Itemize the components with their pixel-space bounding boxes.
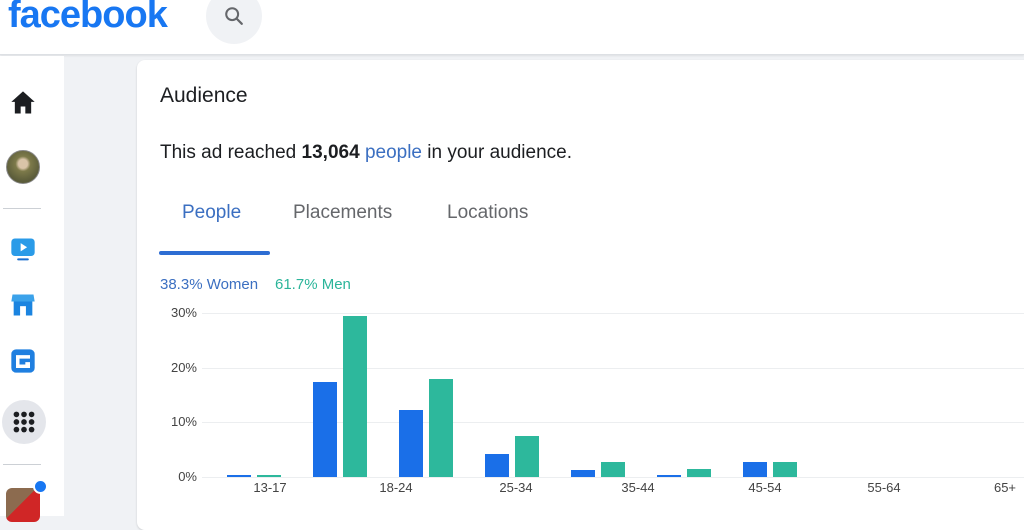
search-button[interactable] [206, 0, 262, 44]
bar-men-45-54[interactable] [601, 462, 625, 477]
bar-men-65+[interactable] [773, 462, 797, 477]
sidebar-item-home[interactable] [4, 84, 42, 122]
facebook-logo[interactable]: facebook [8, 0, 168, 36]
bar-men-18-24[interactable] [343, 316, 367, 477]
notification-dot [33, 479, 48, 494]
reach-count: 13,064 [301, 142, 360, 163]
bar-women-18-24[interactable] [313, 381, 337, 477]
reach-prefix: This ad reached [160, 142, 302, 163]
women-percentage: 38.3% Women [160, 276, 259, 293]
bar-men-35-44[interactable] [515, 435, 539, 477]
x-axis-tick-label: 65+ [993, 480, 1017, 495]
bar-men-13-17[interactable] [257, 475, 281, 477]
grid-icon [13, 411, 35, 433]
people-link[interactable]: people [364, 142, 422, 163]
gridline [202, 477, 1024, 478]
bar-women-55-64[interactable] [657, 474, 681, 477]
bar-women-65+[interactable] [743, 462, 767, 477]
x-axis-tick-label: 18-24 [379, 480, 413, 495]
men-percentage: 61.7% Men [275, 276, 351, 293]
x-axis-tick-label: 45-54 [748, 480, 782, 495]
active-tab-indicator [159, 251, 270, 255]
sidebar-item-all-apps[interactable] [2, 400, 46, 444]
audience-card: Audience This ad reached 13,064 people i… [137, 60, 1024, 530]
x-axis-tick-label: 55-64 [867, 480, 901, 495]
bar-women-45-54[interactable] [571, 469, 595, 477]
bar-women-13-17[interactable] [227, 475, 251, 477]
gridline [202, 367, 1024, 369]
left-sidebar [0, 56, 64, 522]
home-icon [11, 91, 35, 114]
bar-women-35-44[interactable] [485, 454, 509, 477]
y-axis-tick-label: 30% [170, 304, 197, 320]
gaming-icon [11, 349, 35, 373]
x-axis-tick-label: 13-17 [253, 480, 287, 495]
sidebar-item-watch[interactable] [4, 230, 42, 268]
tab-placements[interactable]: Placements [293, 202, 393, 223]
bar-men-25-34[interactable] [429, 379, 453, 477]
reach-suffix: in your audience. [422, 142, 572, 163]
video-icon [11, 238, 35, 261]
bar-women-25-34[interactable] [399, 410, 423, 477]
y-axis-tick-label: 0% [178, 469, 197, 484]
sidebar-item-profile-avatar[interactable] [6, 150, 40, 184]
y-axis-tick-label: 20% [170, 359, 197, 375]
gridline [202, 422, 1024, 424]
store-icon [11, 294, 35, 316]
top-navigation-bar: facebook [0, 0, 1024, 55]
x-axis-tick-label: 25-34 [499, 480, 533, 495]
tab-locations[interactable]: Locations [447, 202, 529, 223]
search-icon [225, 7, 243, 25]
sidebar-item-marketplace[interactable] [4, 286, 42, 324]
card-title: Audience [160, 84, 248, 107]
x-axis-tick-label: 35-44 [621, 480, 655, 495]
sidebar-item-gaming[interactable] [4, 342, 42, 380]
reach-summary: This ad reached 13,064 people in your au… [160, 142, 572, 164]
sidebar-divider [3, 464, 41, 465]
sidebar-divider [3, 208, 41, 209]
bar-men-55-64[interactable] [687, 468, 711, 477]
y-axis-tick-label: 10% [170, 414, 197, 430]
tab-people[interactable]: People [182, 202, 242, 223]
gridline [202, 312, 1024, 314]
sidebar-item-page-thumbnail[interactable] [6, 488, 40, 522]
